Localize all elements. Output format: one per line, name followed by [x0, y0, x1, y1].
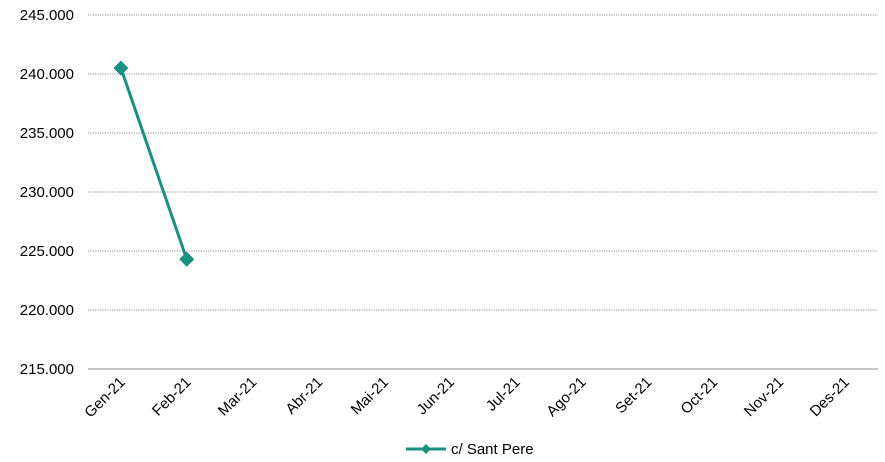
data-point-marker: [113, 60, 129, 76]
x-tick-label: Mar-21: [215, 374, 261, 420]
y-axis-ticks: 215.000 220.000 225.000 230.000 235.000 240.0…: [20, 7, 74, 378]
x-tick-label: Abr-21: [282, 374, 326, 418]
y-tick-label: 240.000: [20, 66, 74, 83]
y-tick-label: 230.000: [20, 184, 74, 201]
x-tick-label: Mai-21: [348, 374, 392, 418]
x-tick-label: Des-21: [807, 374, 853, 420]
y-tick-label: 215.000: [20, 361, 74, 378]
y-tick-label: 220.000: [20, 302, 74, 319]
x-axis-ticks: Gen-21 Feb-21 Mar-21 Abr-21 Mai-21 Jun-21 Jul-…: [81, 374, 853, 421]
x-tick-label: Feb-21: [149, 374, 195, 420]
series-layer: [113, 60, 195, 267]
x-tick-label: Nov-21: [741, 374, 787, 420]
y-tick-label: 245.000: [20, 7, 74, 24]
x-tick-label: Gen-21: [81, 374, 128, 421]
gridlines: [88, 14, 878, 370]
legend: c/ Sant Pere: [406, 441, 534, 458]
data-point-marker: [179, 251, 195, 267]
legend-label: c/ Sant Pere: [451, 441, 534, 458]
series-line: [119, 67, 189, 260]
x-tick-label: Ago-21: [543, 374, 589, 420]
y-tick-label: 225.000: [20, 243, 74, 260]
x-tick-label: Jun-21: [413, 374, 457, 418]
legend-diamond-marker: [421, 444, 431, 454]
y-tick-label: 235.000: [20, 125, 74, 142]
x-tick-label: Oct-21: [677, 374, 721, 418]
x-tick-label: Jul-21: [483, 374, 524, 415]
x-tick-label: Set-21: [612, 374, 655, 417]
